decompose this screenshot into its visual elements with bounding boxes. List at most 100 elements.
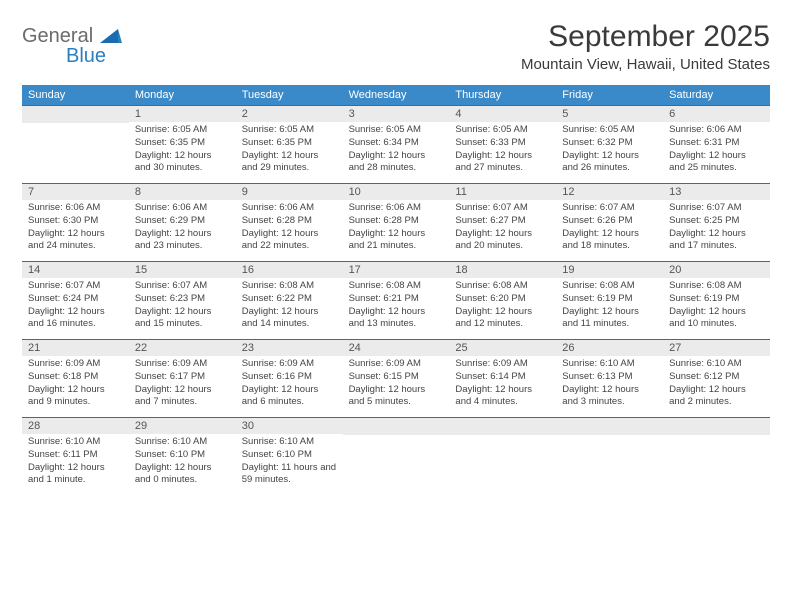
day-number xyxy=(449,417,556,435)
sunrise-text: Sunrise: 6:06 AM xyxy=(28,202,123,215)
sunset-text: Sunset: 6:29 PM xyxy=(135,215,230,228)
day-cell: 27Sunrise: 6:10 AMSunset: 6:12 PMDayligh… xyxy=(663,339,770,417)
sunrise-text: Sunrise: 6:08 AM xyxy=(455,280,550,293)
sunrise-text: Sunrise: 6:09 AM xyxy=(242,358,337,371)
day-cell: 24Sunrise: 6:09 AMSunset: 6:15 PMDayligh… xyxy=(343,339,450,417)
day-number: 15 xyxy=(129,261,236,278)
day-number: 20 xyxy=(663,261,770,278)
day-number xyxy=(663,417,770,435)
sunrise-text: Sunrise: 6:09 AM xyxy=(135,358,230,371)
weekday-header: Saturday xyxy=(663,85,770,105)
daylight-text: Daylight: 12 hours and 2 minutes. xyxy=(669,384,764,410)
day-content: Sunrise: 6:07 AMSunset: 6:25 PMDaylight:… xyxy=(663,200,770,259)
daylight-text: Daylight: 12 hours and 9 minutes. xyxy=(28,384,123,410)
sunrise-text: Sunrise: 6:06 AM xyxy=(669,124,764,137)
sunset-text: Sunset: 6:22 PM xyxy=(242,293,337,306)
day-number: 10 xyxy=(343,183,450,200)
daylight-text: Daylight: 12 hours and 6 minutes. xyxy=(242,384,337,410)
sunrise-text: Sunrise: 6:05 AM xyxy=(562,124,657,137)
daylight-text: Daylight: 12 hours and 21 minutes. xyxy=(349,228,444,254)
day-number: 11 xyxy=(449,183,556,200)
day-number: 2 xyxy=(236,105,343,122)
sunset-text: Sunset: 6:25 PM xyxy=(669,215,764,228)
sunrise-text: Sunrise: 6:10 AM xyxy=(135,436,230,449)
day-content: Sunrise: 6:06 AMSunset: 6:28 PMDaylight:… xyxy=(236,200,343,259)
day-content: Sunrise: 6:10 AMSunset: 6:10 PMDaylight:… xyxy=(236,434,343,493)
weekday-header: Monday xyxy=(129,85,236,105)
day-number: 25 xyxy=(449,339,556,356)
day-number: 12 xyxy=(556,183,663,200)
weekday-header: Tuesday xyxy=(236,85,343,105)
day-number xyxy=(343,417,450,435)
week-row: 7Sunrise: 6:06 AMSunset: 6:30 PMDaylight… xyxy=(22,183,770,261)
day-content: Sunrise: 6:07 AMSunset: 6:24 PMDaylight:… xyxy=(22,278,129,337)
month-title: September 2025 xyxy=(521,20,770,54)
logo-word-blue: Blue xyxy=(66,46,122,66)
day-number: 27 xyxy=(663,339,770,356)
sunrise-text: Sunrise: 6:10 AM xyxy=(242,436,337,449)
daylight-text: Daylight: 12 hours and 29 minutes. xyxy=(242,150,337,176)
day-content: Sunrise: 6:07 AMSunset: 6:23 PMDaylight:… xyxy=(129,278,236,337)
day-content: Sunrise: 6:10 AMSunset: 6:13 PMDaylight:… xyxy=(556,356,663,415)
daylight-text: Daylight: 12 hours and 20 minutes. xyxy=(455,228,550,254)
sunset-text: Sunset: 6:10 PM xyxy=(135,449,230,462)
sunrise-text: Sunrise: 6:08 AM xyxy=(669,280,764,293)
day-content: Sunrise: 6:10 AMSunset: 6:11 PMDaylight:… xyxy=(22,434,129,493)
day-cell: 23Sunrise: 6:09 AMSunset: 6:16 PMDayligh… xyxy=(236,339,343,417)
daylight-text: Daylight: 12 hours and 10 minutes. xyxy=(669,306,764,332)
sunrise-text: Sunrise: 6:05 AM xyxy=(455,124,550,137)
day-number xyxy=(556,417,663,435)
sunrise-text: Sunrise: 6:09 AM xyxy=(349,358,444,371)
sunset-text: Sunset: 6:23 PM xyxy=(135,293,230,306)
sunset-text: Sunset: 6:12 PM xyxy=(669,371,764,384)
daylight-text: Daylight: 12 hours and 23 minutes. xyxy=(135,228,230,254)
day-content: Sunrise: 6:09 AMSunset: 6:17 PMDaylight:… xyxy=(129,356,236,415)
day-content: Sunrise: 6:08 AMSunset: 6:20 PMDaylight:… xyxy=(449,278,556,337)
day-cell: 26Sunrise: 6:10 AMSunset: 6:13 PMDayligh… xyxy=(556,339,663,417)
day-number: 5 xyxy=(556,105,663,122)
day-content: Sunrise: 6:07 AMSunset: 6:27 PMDaylight:… xyxy=(449,200,556,259)
daylight-text: Daylight: 12 hours and 7 minutes. xyxy=(135,384,230,410)
day-content: Sunrise: 6:09 AMSunset: 6:14 PMDaylight:… xyxy=(449,356,556,415)
day-cell xyxy=(663,417,770,495)
day-content: Sunrise: 6:09 AMSunset: 6:18 PMDaylight:… xyxy=(22,356,129,415)
day-number: 22 xyxy=(129,339,236,356)
day-cell: 22Sunrise: 6:09 AMSunset: 6:17 PMDayligh… xyxy=(129,339,236,417)
sunset-text: Sunset: 6:11 PM xyxy=(28,449,123,462)
day-number: 24 xyxy=(343,339,450,356)
day-cell: 4Sunrise: 6:05 AMSunset: 6:33 PMDaylight… xyxy=(449,105,556,183)
daylight-text: Daylight: 11 hours and 59 minutes. xyxy=(242,462,337,488)
title-block: September 2025 Mountain View, Hawaii, Un… xyxy=(521,20,770,73)
day-cell: 15Sunrise: 6:07 AMSunset: 6:23 PMDayligh… xyxy=(129,261,236,339)
daylight-text: Daylight: 12 hours and 30 minutes. xyxy=(135,150,230,176)
weekday-header: Friday xyxy=(556,85,663,105)
day-number: 1 xyxy=(129,105,236,122)
sunrise-text: Sunrise: 6:05 AM xyxy=(135,124,230,137)
daylight-text: Daylight: 12 hours and 24 minutes. xyxy=(28,228,123,254)
day-number: 30 xyxy=(236,417,343,434)
sunrise-text: Sunrise: 6:07 AM xyxy=(135,280,230,293)
sunset-text: Sunset: 6:17 PM xyxy=(135,371,230,384)
sunrise-text: Sunrise: 6:06 AM xyxy=(242,202,337,215)
sunset-text: Sunset: 6:21 PM xyxy=(349,293,444,306)
day-content: Sunrise: 6:09 AMSunset: 6:16 PMDaylight:… xyxy=(236,356,343,415)
day-cell xyxy=(22,105,129,183)
day-number: 3 xyxy=(343,105,450,122)
sunset-text: Sunset: 6:32 PM xyxy=(562,137,657,150)
sunrise-text: Sunrise: 6:06 AM xyxy=(135,202,230,215)
day-number: 28 xyxy=(22,417,129,434)
week-row: 21Sunrise: 6:09 AMSunset: 6:18 PMDayligh… xyxy=(22,339,770,417)
brand-logo: General Blue xyxy=(22,20,122,66)
sunrise-text: Sunrise: 6:07 AM xyxy=(28,280,123,293)
weeks-container: 1Sunrise: 6:05 AMSunset: 6:35 PMDaylight… xyxy=(22,105,770,495)
calendar-page: General Blue September 2025 Mountain Vie… xyxy=(0,0,792,515)
daylight-text: Daylight: 12 hours and 26 minutes. xyxy=(562,150,657,176)
day-cell: 6Sunrise: 6:06 AMSunset: 6:31 PMDaylight… xyxy=(663,105,770,183)
day-number: 14 xyxy=(22,261,129,278)
day-number xyxy=(22,105,129,123)
day-number: 21 xyxy=(22,339,129,356)
weekday-header-row: Sunday Monday Tuesday Wednesday Thursday… xyxy=(22,85,770,105)
day-cell: 17Sunrise: 6:08 AMSunset: 6:21 PMDayligh… xyxy=(343,261,450,339)
day-content: Sunrise: 6:05 AMSunset: 6:34 PMDaylight:… xyxy=(343,122,450,181)
sunrise-text: Sunrise: 6:06 AM xyxy=(349,202,444,215)
